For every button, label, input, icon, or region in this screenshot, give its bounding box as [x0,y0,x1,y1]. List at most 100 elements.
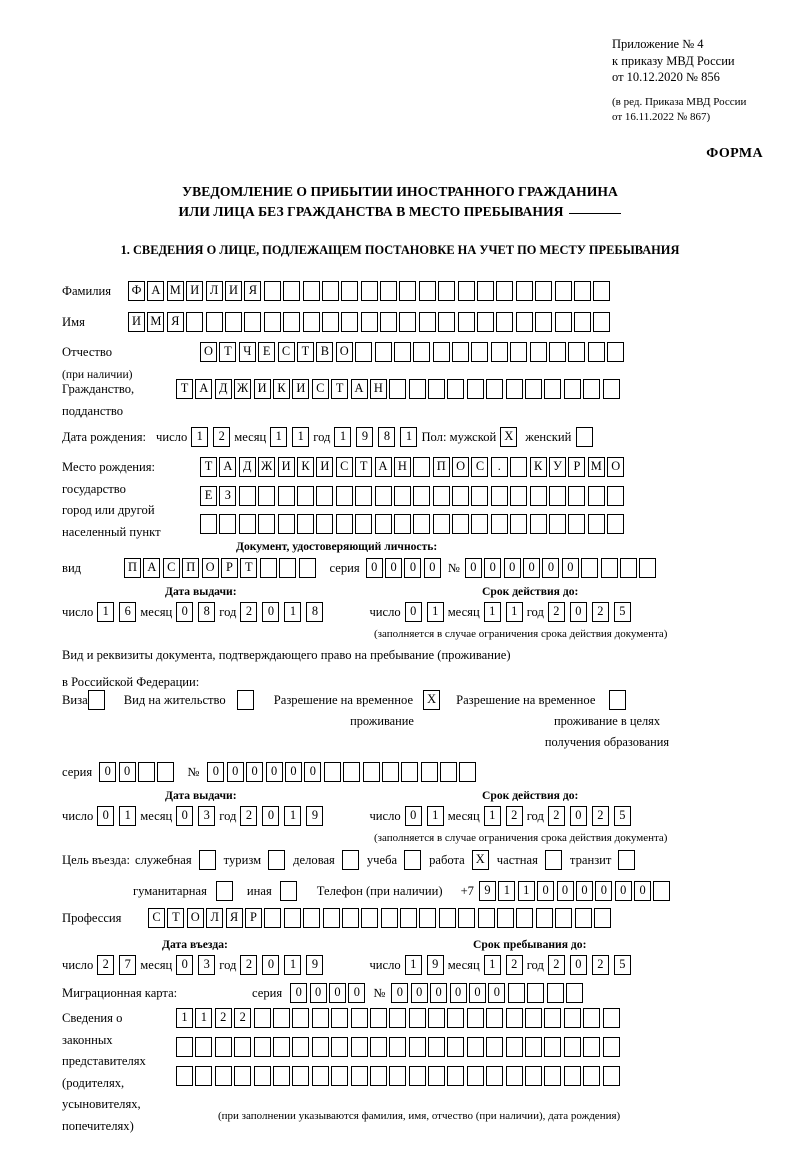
char-cell[interactable]: И [277,457,295,477]
char-cell[interactable] [507,983,525,1003]
char-cell[interactable] [296,514,314,534]
char-cell[interactable] [653,881,671,901]
char-cell[interactable] [224,312,242,332]
char-cell[interactable]: 1 [284,602,302,622]
char-cell[interactable] [283,281,301,301]
char-cell[interactable] [583,1008,601,1028]
char-cell[interactable] [420,762,438,782]
char-cell[interactable] [471,514,489,534]
char-cell[interactable] [277,486,295,506]
char-cell[interactable] [413,457,431,477]
char-cell[interactable]: О [607,457,625,477]
char-cell[interactable] [362,762,380,782]
char-cell[interactable] [544,379,562,399]
sex-female-checkbox[interactable] [576,427,594,447]
char-cell[interactable] [311,1066,329,1086]
char-cell[interactable] [535,312,553,332]
char-cell[interactable]: Р [244,908,262,928]
char-cell[interactable] [535,281,553,301]
char-cell[interactable]: Ж [234,379,252,399]
char-cell[interactable] [408,1008,426,1028]
char-cell[interactable]: И [224,281,242,301]
char-cell[interactable] [380,908,398,928]
char-cell[interactable]: К [272,379,290,399]
char-cell[interactable]: 2 [547,955,565,975]
char-cell[interactable] [277,514,295,534]
char-cell[interactable]: 0 [575,881,593,901]
char-cell[interactable]: О [335,342,353,362]
char-cell[interactable] [380,312,398,332]
char-cell[interactable] [477,281,495,301]
char-cell[interactable] [568,486,586,506]
char-cell[interactable]: М [166,281,184,301]
char-cell[interactable]: О [201,558,219,578]
char-cell[interactable] [458,908,476,928]
char-cell[interactable]: 0 [569,806,587,826]
char-cell[interactable] [565,983,583,1003]
char-cell[interactable] [374,514,392,534]
char-cell[interactable] [583,1037,601,1057]
char-cell[interactable]: 0 [430,983,448,1003]
char-cell[interactable] [292,1066,310,1086]
char-cell[interactable] [381,762,399,782]
char-cell[interactable] [393,514,411,534]
char-cell[interactable]: 1 [97,602,115,622]
char-cell[interactable] [234,1037,252,1057]
char-cell[interactable] [292,1037,310,1057]
char-cell[interactable] [335,486,353,506]
char-cell[interactable] [389,1008,407,1028]
char-cell[interactable]: О [186,908,204,928]
char-cell[interactable] [238,514,256,534]
char-cell[interactable]: А [350,379,368,399]
char-cell[interactable] [466,379,484,399]
visa-checkbox[interactable] [87,690,105,710]
char-cell[interactable]: И [128,312,145,332]
char-cell[interactable]: 5 [613,806,631,826]
char-cell[interactable]: 0 [97,806,115,826]
char-cell[interactable]: 0 [449,983,467,1003]
char-cell[interactable]: 1 [284,806,302,826]
char-cell[interactable] [497,908,515,928]
char-cell[interactable]: 2 [240,955,258,975]
char-cell[interactable]: 2 [97,955,115,975]
char-cell[interactable]: С [277,342,295,362]
char-cell[interactable] [529,342,547,362]
char-cell[interactable] [195,1066,213,1086]
char-cell[interactable]: И [186,281,204,301]
char-cell[interactable] [496,312,514,332]
char-cell[interactable] [568,342,586,362]
char-cell[interactable] [335,514,353,534]
char-cell[interactable]: 8 [378,427,396,447]
char-cell[interactable]: 1 [483,806,501,826]
char-cell[interactable]: А [219,457,237,477]
char-cell[interactable]: Т [219,342,237,362]
char-cell[interactable]: 1 [191,427,209,447]
char-cell[interactable]: 0 [468,983,486,1003]
char-cell[interactable] [369,1066,387,1086]
char-cell[interactable] [525,1066,543,1086]
char-cell[interactable] [447,379,465,399]
char-cell[interactable] [321,281,339,301]
char-cell[interactable]: И [292,379,310,399]
char-cell[interactable]: М [147,312,165,332]
char-cell[interactable] [350,1037,368,1057]
char-cell[interactable]: 1 [498,881,516,901]
char-cell[interactable] [360,312,378,332]
char-cell[interactable] [490,486,508,506]
char-cell[interactable]: 1 [400,427,418,447]
char-cell[interactable] [428,1066,446,1086]
char-cell[interactable]: 0 [569,602,587,622]
char-cell[interactable] [555,908,573,928]
char-cell[interactable]: 2 [240,806,258,826]
char-cell[interactable] [361,908,379,928]
